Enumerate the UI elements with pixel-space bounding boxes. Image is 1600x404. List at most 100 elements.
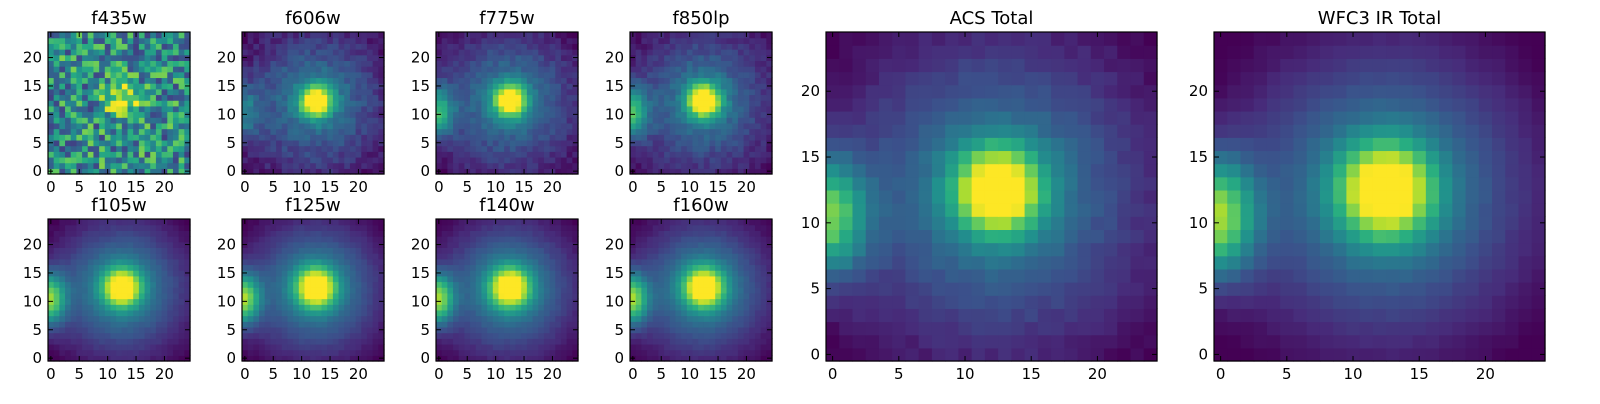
heatmap-cell [727,276,733,282]
heatmap-cell [99,327,105,333]
heatmap-cell [738,43,744,49]
heatmap-cell [242,253,248,259]
heatmap-cell [253,100,259,106]
heatmap-cell [687,304,693,310]
heatmap-cell [99,157,105,163]
heatmap-cell [544,134,550,140]
heatmap-cell [76,327,82,333]
heatmap-cell [555,129,561,135]
heatmap-cell [710,338,716,344]
heatmap-cell [344,66,350,72]
heatmap-cell [287,117,293,123]
heatmap-cell [561,253,567,259]
heatmap-cell [658,89,664,95]
heatmap-cell [510,344,516,350]
heatmap-cell [567,253,573,259]
heatmap-cell [653,344,659,350]
heatmap-cell [93,94,99,100]
heatmap-cell [71,253,77,259]
heatmap-cell [710,327,716,333]
heatmap-cell [156,66,162,72]
heatmap-cell [59,72,65,78]
heatmap-cell [265,236,271,242]
heatmap-cell [698,276,704,282]
heatmap-cell [653,100,659,106]
heatmap-cell [276,344,282,350]
heatmap-cell [276,316,282,322]
heatmap-cell [344,321,350,327]
heatmap-cell [356,276,362,282]
heatmap-cell [145,287,151,293]
heatmap-cell [54,66,60,72]
heatmap-cell [310,259,316,265]
heatmap-cell [299,270,305,276]
heatmap-cell [145,242,151,248]
heatmap-cell [82,43,88,49]
x-tick-label: 5 [462,365,472,383]
x-tick-label: 10 [292,178,311,196]
heatmap-cell [248,350,254,356]
heatmap-cell [293,310,299,316]
heatmap-cell [555,66,561,72]
heatmap-cell [636,281,642,287]
heatmap-cell [647,344,653,350]
heatmap-cell [282,89,288,95]
heatmap-cell [59,83,65,89]
heatmap-cell [436,350,442,356]
heatmap-cell [493,38,499,44]
heatmap-cell [162,333,168,339]
heatmap-cell [322,321,328,327]
heatmap-cell [270,304,276,310]
heatmap-cell [265,281,271,287]
heatmap-cell [521,321,527,327]
heatmap-cell [442,230,448,236]
heatmap-cell [658,43,664,49]
heatmap-cell [761,123,767,129]
heatmap-cell [675,333,681,339]
heatmap-cell [167,117,173,123]
heatmap-cell [510,55,516,61]
heatmap-cell [293,350,299,356]
heatmap-cell [510,230,516,236]
heatmap-cell [93,66,99,72]
heatmap-cell [293,146,299,152]
heatmap-cell [116,60,122,66]
heatmap-cell [721,293,727,299]
heatmap-cell [442,140,448,146]
heatmap-cell [470,230,476,236]
heatmap-cell [299,151,305,157]
heatmap-cell [93,146,99,152]
heatmap-cell [105,100,111,106]
heatmap-cell [167,259,173,265]
heatmap-cell [470,157,476,163]
heatmap-cell [65,299,71,305]
heatmap-cell [544,270,550,276]
heatmap-cell [641,327,647,333]
heatmap-cell [704,304,710,310]
heatmap-cell [641,281,647,287]
heatmap-cell [698,140,704,146]
heatmap-cell [71,321,77,327]
heatmap-cell [641,66,647,72]
heatmap-cell [476,327,482,333]
heatmap-cell [761,77,767,83]
heatmap-cell [259,146,265,152]
heatmap-cell [339,276,345,282]
heatmap-cell [641,112,647,118]
heatmap-cell [316,253,322,259]
heatmap-cell [481,333,487,339]
heatmap-cell [561,321,567,327]
heatmap-cell [248,151,254,157]
heatmap-cell [504,316,510,322]
heatmap-cell [173,106,179,112]
heatmap-cell [276,225,282,231]
heatmap-cell [442,157,448,163]
heatmap-cell [259,287,265,293]
heatmap-cell [710,112,716,118]
heatmap-cell [333,151,339,157]
heatmap-cell [162,236,168,242]
heatmap-cell [339,304,345,310]
heatmap-cell [544,89,550,95]
heatmap-cell [453,230,459,236]
heatmap-cell [442,270,448,276]
